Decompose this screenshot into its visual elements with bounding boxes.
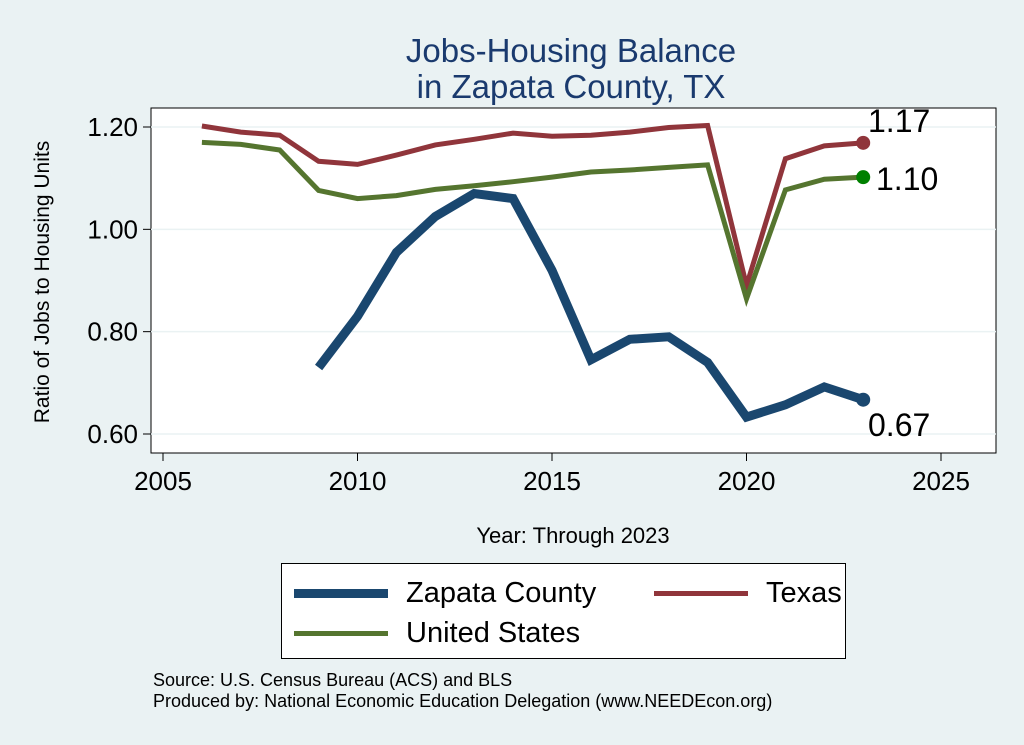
source-notes: Source: U.S. Census Bureau (ACS) and BLS… — [153, 670, 772, 712]
end-marker-texas — [856, 135, 871, 150]
end-marker-united-states — [856, 170, 871, 185]
legend-swatch-zapata-county — [294, 589, 388, 598]
series-line-zapata-county — [315, 188, 865, 423]
series-line-texas — [201, 122, 864, 296]
y-tick-label: 0.80 — [87, 317, 138, 347]
y-tick-label: 1.20 — [87, 112, 138, 142]
chart-title-line-1: Jobs-Housing Balance — [406, 32, 736, 69]
x-axis-label: Year: Through 2023 — [476, 523, 669, 548]
end-label-zapata-county: 0.67 — [868, 407, 930, 443]
legend-label-texas: Texas — [766, 577, 842, 609]
producer-line: Produced by: National Economic Education… — [153, 691, 773, 711]
legend-entry-zapata-county: Zapata County — [294, 577, 596, 610]
legend-entry-texas: Texas — [654, 577, 842, 610]
y-axis-label: Ratio of Jobs to Housing Units — [31, 141, 54, 423]
source-line: Source: U.S. Census Bureau (ACS) and BLS — [153, 670, 513, 690]
legend: Zapata County Texas United States — [281, 563, 846, 659]
legend-swatch-texas — [654, 591, 748, 596]
x-tick-label: 2020 — [718, 466, 776, 496]
x-axis: 2005 2010 2015 2020 2025 — [134, 453, 970, 496]
x-tick-label: 2025 — [912, 466, 970, 496]
x-tick-label: 2005 — [134, 466, 192, 496]
end-label-united-states: 1.10 — [876, 161, 938, 197]
gridlines — [151, 126, 996, 435]
chart-title-line-2: in Zapata County, TX — [417, 68, 726, 105]
legend-swatch-united-states — [294, 631, 388, 636]
x-tick-label: 2010 — [329, 466, 387, 496]
end-label-texas: 1.17 — [868, 103, 930, 139]
y-tick-label: 1.00 — [87, 214, 138, 244]
legend-entry-united-states: United States — [294, 617, 580, 650]
end-labels: 0.67 1.17 1.10 — [856, 103, 938, 443]
series-line-united-states — [201, 139, 864, 308]
x-tick-label: 2015 — [523, 466, 581, 496]
legend-label-zapata-county: Zapata County — [406, 577, 597, 609]
legend-label-united-states: United States — [406, 617, 581, 649]
series-group — [201, 122, 865, 423]
y-tick-label: 0.60 — [87, 419, 138, 449]
y-axis: 0.60 0.80 1.00 1.20 — [87, 112, 151, 449]
end-marker-zapata-county — [856, 392, 871, 407]
chart-title: Jobs-Housing Balance in Zapata County, T… — [406, 32, 736, 105]
